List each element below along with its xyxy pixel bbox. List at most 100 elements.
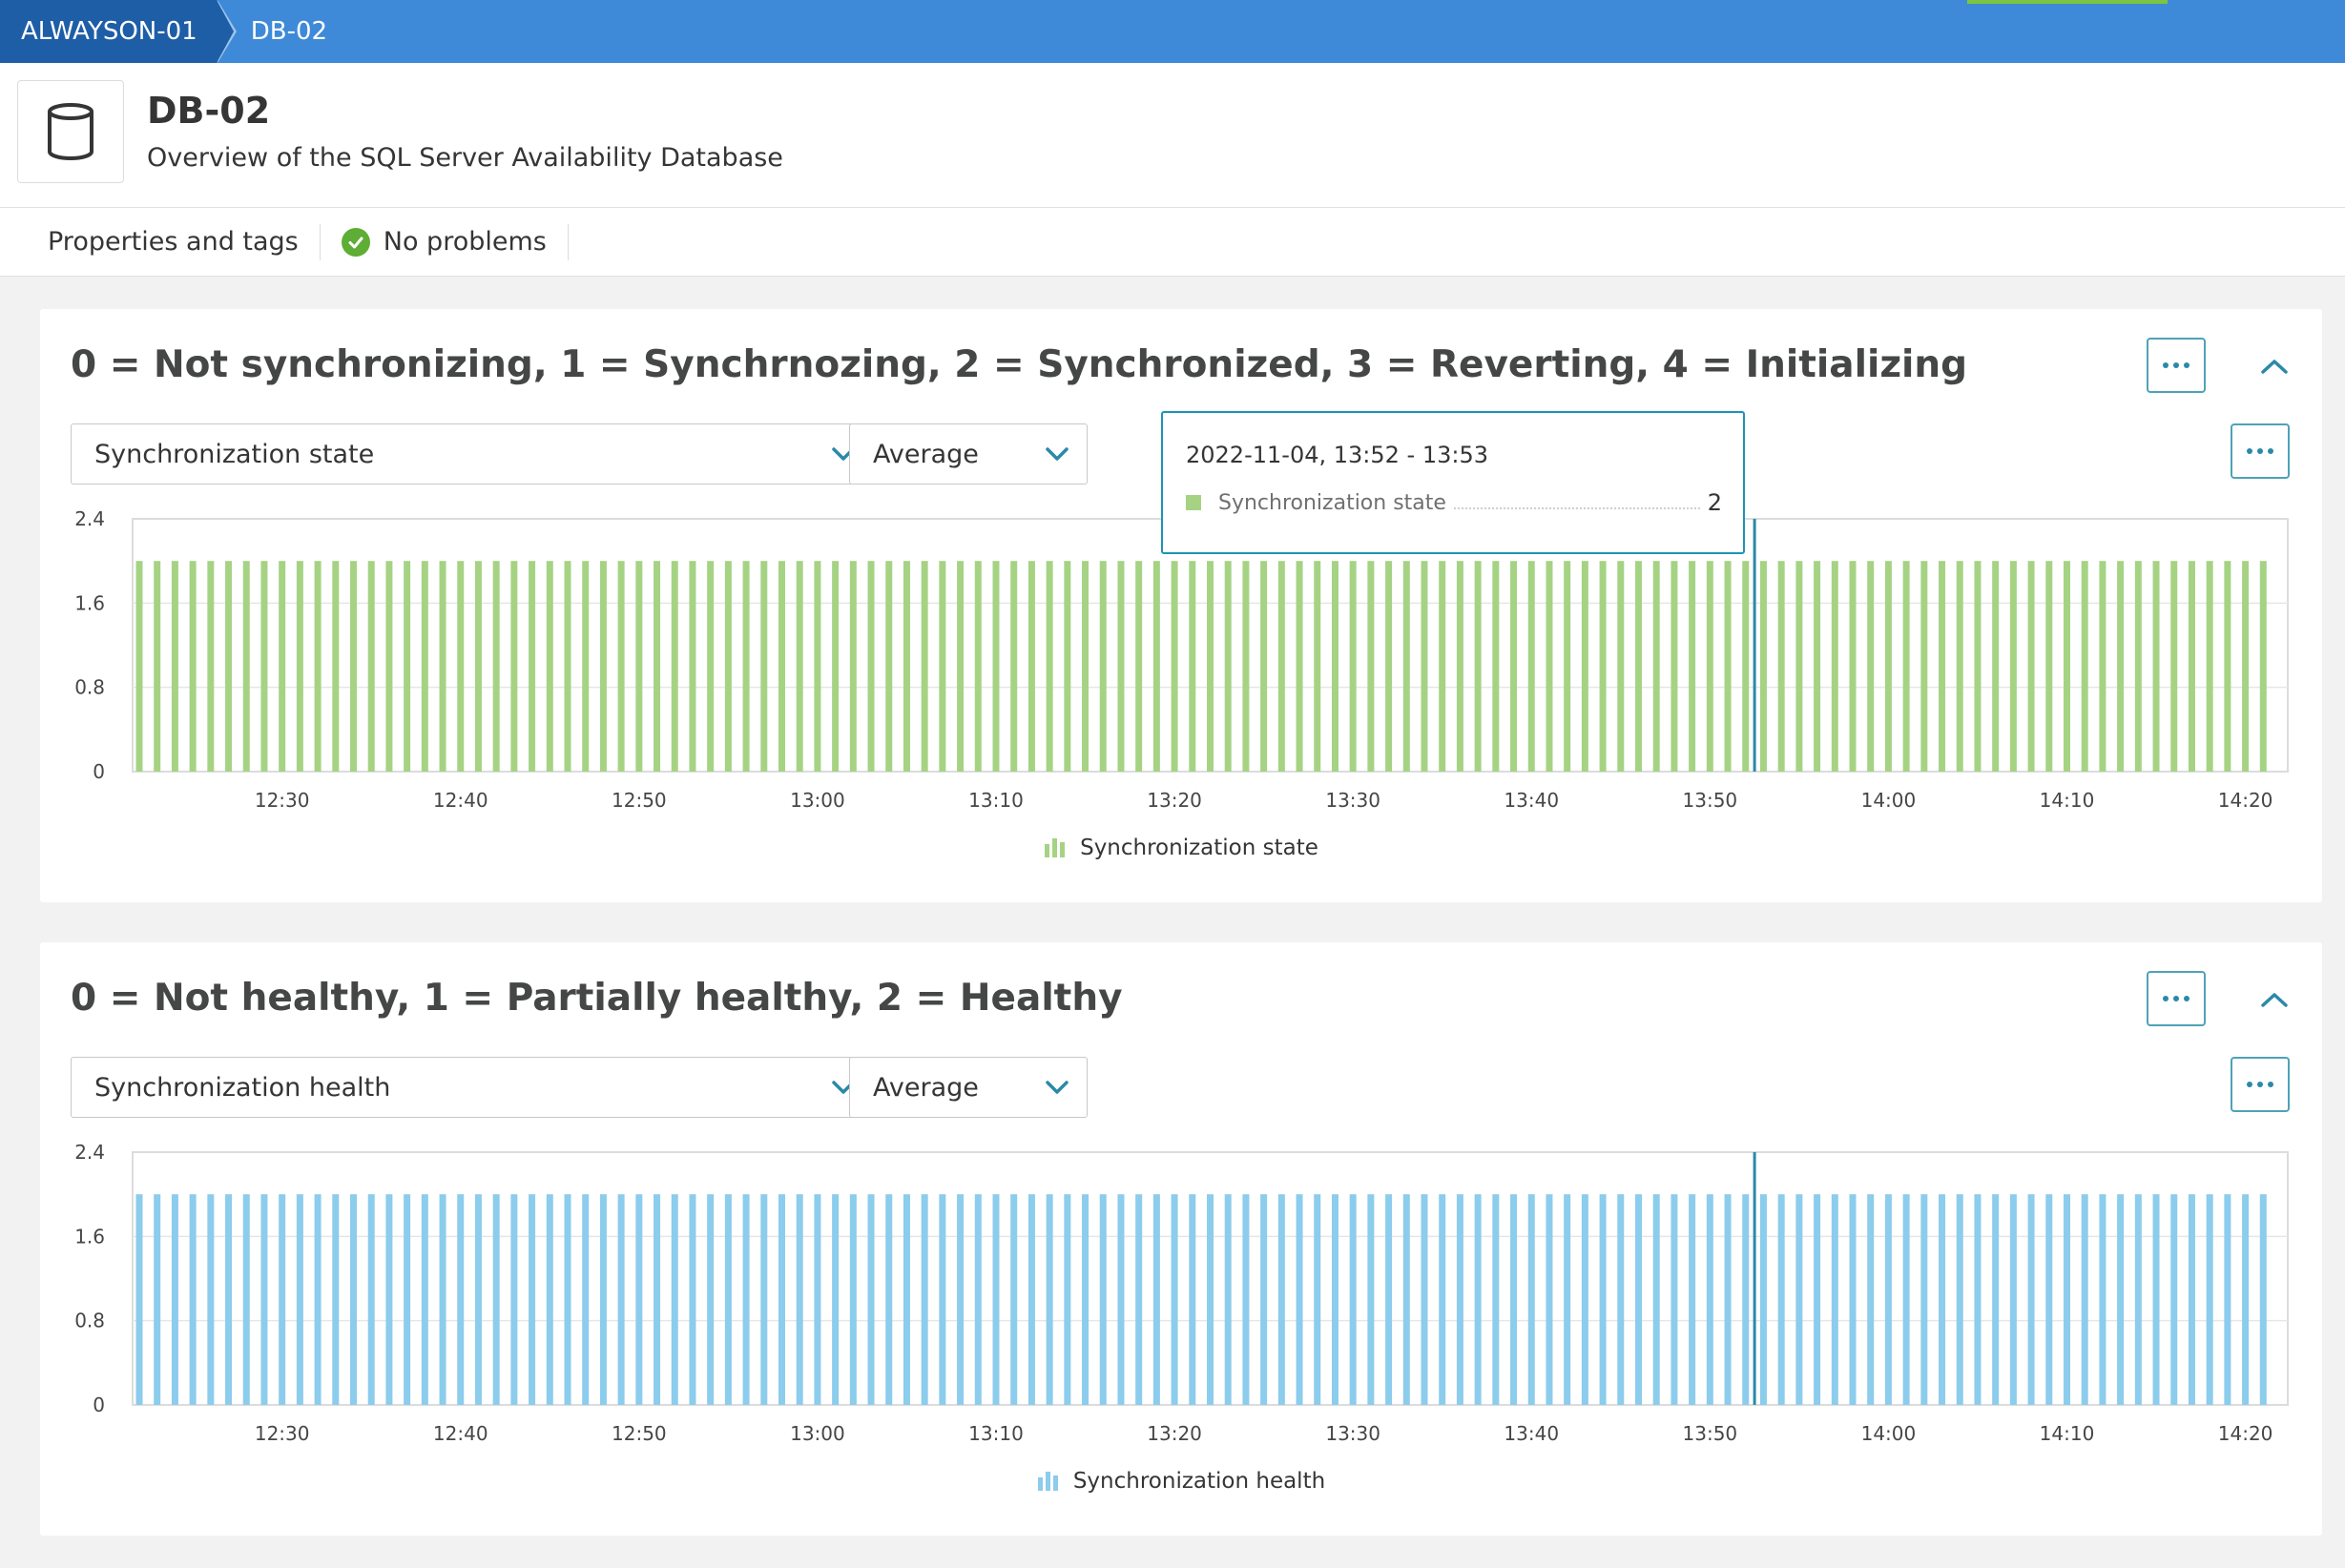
bar	[1171, 1194, 1178, 1405]
bar	[1920, 561, 1928, 772]
chart-menu-button[interactable]	[2231, 1057, 2290, 1112]
bar	[171, 1194, 178, 1405]
page-title: DB-02	[147, 90, 271, 132]
bar	[2170, 1194, 2178, 1405]
collapse-button[interactable]	[2252, 343, 2297, 389]
bar	[903, 561, 910, 772]
x-tick-label: 14:20	[2218, 1422, 2273, 1445]
y-tick-label: 2.4	[74, 507, 105, 530]
bar	[2259, 1194, 2267, 1405]
bar	[1117, 561, 1125, 772]
bar	[1510, 1194, 1518, 1405]
bar	[1689, 561, 1696, 772]
tooltip-label: Synchronization state	[1218, 490, 1446, 515]
problems-status-link[interactable]: No problems	[321, 223, 569, 260]
dot-icon	[2257, 448, 2263, 454]
breadcrumb-item-database[interactable]: DB-02	[250, 17, 328, 46]
top-accent-bar	[1967, 0, 2168, 4]
bar	[974, 561, 982, 772]
bar	[2045, 1194, 2053, 1405]
legend-item[interactable]: Synchronization health	[1037, 1469, 1325, 1494]
bar	[474, 561, 482, 772]
bar	[617, 561, 625, 772]
bar	[2152, 1194, 2160, 1405]
bar	[992, 561, 1000, 772]
bar-chart-sync-state[interactable]: 0 0.8 1.6 2.4 12:30 12:40 12:50 13:00 13:10 13:20…	[40, 500, 2322, 824]
breadcrumb-item-host[interactable]: ALWAYSON-01	[0, 0, 237, 63]
bar	[2170, 561, 2178, 772]
bar	[1795, 1194, 1803, 1405]
x-tick-label: 13:30	[1325, 1422, 1380, 1445]
bar	[1046, 561, 1053, 772]
bar	[992, 1194, 1000, 1405]
bar	[1135, 561, 1143, 772]
bar	[1706, 561, 1713, 772]
check-circle-icon	[341, 227, 370, 257]
bar	[1010, 1194, 1018, 1405]
bar	[1456, 1194, 1463, 1405]
bar	[1867, 1194, 1875, 1405]
y-tick-label: 0.8	[74, 676, 105, 699]
aggregation-select[interactable]: Average	[849, 1057, 1088, 1118]
aggregation-select[interactable]: Average	[849, 423, 1088, 485]
y-tick-label: 1.6	[74, 1225, 105, 1248]
bar	[242, 1194, 250, 1405]
x-tick-label: 13:10	[968, 789, 1024, 812]
bar	[796, 561, 803, 772]
bar	[1314, 1194, 1321, 1405]
bar	[1992, 1194, 2000, 1405]
aggregation-select-value: Average	[873, 1072, 979, 1103]
metric-select[interactable]: Synchronization state	[71, 423, 874, 485]
metric-select-value: Synchronization state	[94, 439, 375, 469]
bar-chart-sync-health[interactable]: 0 0.8 1.6 2.4 12:30 12:40 12:50 13:00 13:10 13:20…	[40, 1133, 2322, 1457]
collapse-button[interactable]	[2252, 977, 2297, 1022]
panel-menu-button[interactable]	[2147, 338, 2206, 393]
bar	[1992, 561, 2000, 772]
bar	[314, 1194, 322, 1405]
bar	[2045, 561, 2053, 772]
bar	[492, 561, 500, 772]
legend-item[interactable]: Synchronization state	[1044, 836, 1318, 860]
bar	[546, 1194, 553, 1405]
bar	[1207, 1194, 1214, 1405]
tooltip-leader	[1453, 496, 1700, 509]
bar	[385, 1194, 393, 1405]
header-tabs: Properties and tags No problems	[0, 208, 2345, 277]
bar	[1867, 561, 1875, 772]
bar	[1046, 1194, 1053, 1405]
bar	[599, 1194, 607, 1405]
x-tick-label: 12:40	[433, 1422, 488, 1445]
bar	[1849, 561, 1857, 772]
bar	[1902, 561, 1910, 772]
bar	[742, 561, 750, 772]
database-icon	[17, 80, 124, 183]
bar	[1385, 561, 1393, 772]
metric-select[interactable]: Synchronization health	[71, 1057, 874, 1118]
bar	[367, 1194, 375, 1405]
bar	[760, 1194, 768, 1405]
bar	[2064, 561, 2070, 772]
bar	[1814, 561, 1821, 772]
dot-icon	[2257, 1082, 2263, 1087]
bar	[225, 561, 233, 772]
panel-title: 0 = Not healthy, 1 = Partially healthy, …	[71, 977, 1123, 1020]
bar	[939, 561, 946, 772]
x-tick-label: 12:40	[433, 789, 488, 812]
bar	[760, 561, 768, 772]
bar	[1456, 561, 1463, 772]
properties-and-tags-link[interactable]: Properties and tags	[0, 223, 321, 260]
x-tick-label: 13:40	[1504, 1422, 1559, 1445]
bar	[207, 1194, 215, 1405]
bar	[654, 1194, 661, 1405]
bar	[2027, 561, 2035, 772]
bar	[260, 1194, 268, 1405]
bar	[1242, 1194, 1250, 1405]
chart-menu-button[interactable]	[2231, 423, 2290, 479]
chart-panel-sync-health: 0 = Not healthy, 1 = Partially healthy, …	[40, 942, 2322, 1536]
x-tick-label: 13:30	[1325, 789, 1380, 812]
bar	[903, 1194, 910, 1405]
bar	[1974, 561, 1982, 772]
bar	[1260, 1194, 1268, 1405]
panel-menu-button[interactable]	[2147, 971, 2206, 1026]
bar	[2081, 1194, 2088, 1405]
